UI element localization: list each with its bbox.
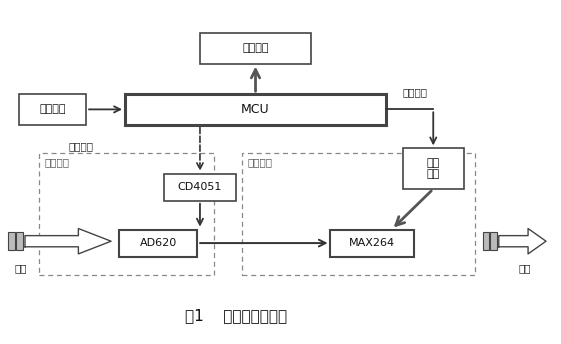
Text: 图1    系统基本结构图: 图1 系统基本结构图 bbox=[185, 308, 287, 323]
Text: 输出: 输出 bbox=[519, 263, 531, 273]
Polygon shape bbox=[25, 228, 111, 254]
Text: 参数设置: 参数设置 bbox=[68, 142, 93, 152]
Text: 参数设置: 参数设置 bbox=[403, 87, 427, 97]
Text: 电平
转换: 电平 转换 bbox=[426, 158, 440, 180]
Text: MCU: MCU bbox=[241, 103, 270, 116]
Text: 滤波单元: 滤波单元 bbox=[247, 157, 272, 167]
Text: MAX264: MAX264 bbox=[349, 238, 395, 248]
Text: CD4051: CD4051 bbox=[178, 182, 222, 192]
Bar bbox=[119, 229, 197, 257]
Bar bbox=[16, 232, 23, 250]
Text: 输入: 输入 bbox=[14, 263, 27, 273]
Bar bbox=[330, 229, 414, 257]
Bar bbox=[8, 232, 15, 250]
Text: 放大单元: 放大单元 bbox=[44, 157, 70, 167]
Bar bbox=[164, 174, 236, 201]
Text: AD620: AD620 bbox=[140, 238, 177, 248]
Bar bbox=[242, 153, 475, 275]
Bar bbox=[200, 33, 311, 64]
Bar bbox=[482, 232, 489, 250]
Bar bbox=[39, 153, 214, 275]
Bar bbox=[403, 148, 464, 189]
Polygon shape bbox=[499, 228, 546, 254]
Text: 液晶显示: 液晶显示 bbox=[242, 43, 269, 53]
Bar bbox=[20, 94, 86, 125]
Bar bbox=[490, 232, 497, 250]
Bar bbox=[125, 94, 386, 125]
Text: 键盘输入: 键盘输入 bbox=[39, 104, 66, 115]
